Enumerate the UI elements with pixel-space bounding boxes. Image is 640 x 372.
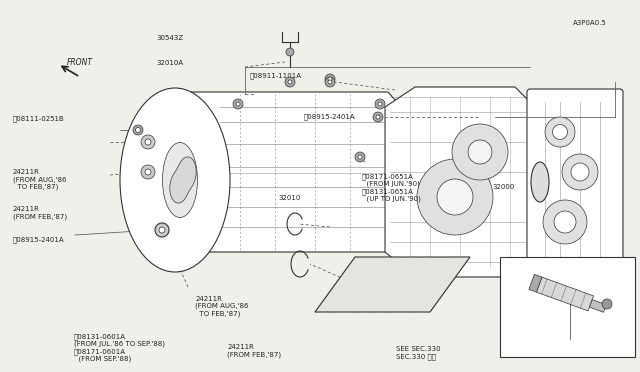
Circle shape (285, 77, 295, 87)
Circle shape (378, 102, 382, 106)
Circle shape (552, 125, 568, 140)
Text: C2118: C2118 (560, 344, 584, 353)
Text: Ⓠ08915-2401A: Ⓠ08915-2401A (304, 113, 356, 120)
Text: Ⓑ08131-0601A
(FROM JUL.'86 TO SEP.'88)
Ⓑ08171-0601A
  (FROM SEP.'88): Ⓑ08131-0601A (FROM JUL.'86 TO SEP.'88) Ⓑ… (74, 333, 164, 362)
Text: Ⓑ08171-0651A
  (FROM JUN.'90)
Ⓑ08131-0651A
  (UP TO JUN.'90): Ⓑ08171-0651A (FROM JUN.'90) Ⓑ08131-0651A… (362, 173, 420, 202)
Text: Ⓠ08915-2401A: Ⓠ08915-2401A (13, 236, 65, 243)
Circle shape (602, 299, 612, 309)
Text: FRONT: FRONT (67, 58, 93, 67)
Polygon shape (175, 92, 398, 252)
Circle shape (159, 227, 165, 233)
Circle shape (325, 74, 335, 84)
Ellipse shape (531, 162, 549, 202)
Circle shape (155, 223, 169, 237)
Circle shape (288, 80, 292, 84)
Circle shape (133, 125, 143, 135)
Circle shape (136, 128, 141, 132)
Circle shape (286, 48, 294, 56)
Circle shape (452, 124, 508, 180)
Text: 32010A: 32010A (157, 60, 184, 65)
Text: 24211R
(FROM AUG,'86
  TO FEB,'87): 24211R (FROM AUG,'86 TO FEB,'87) (13, 169, 67, 190)
Polygon shape (589, 300, 606, 312)
Circle shape (328, 80, 332, 84)
Polygon shape (385, 87, 535, 277)
Text: 24211R
(FROM FEB,'87): 24211R (FROM FEB,'87) (227, 344, 282, 357)
Circle shape (141, 135, 155, 149)
Circle shape (571, 163, 589, 181)
Circle shape (376, 115, 380, 119)
Text: 24211R
(FROM FEB,'87): 24211R (FROM FEB,'87) (13, 206, 67, 220)
Circle shape (325, 77, 335, 87)
Circle shape (437, 179, 473, 215)
Ellipse shape (163, 142, 198, 218)
Text: Ⓗ08911-1101A: Ⓗ08911-1101A (250, 73, 301, 79)
Ellipse shape (120, 88, 230, 272)
Text: 24211R
(FROM AUG,'86
  TO FEB,'87): 24211R (FROM AUG,'86 TO FEB,'87) (195, 296, 249, 317)
Text: 30543Z: 30543Z (157, 35, 184, 41)
Text: A3P0A0.5: A3P0A0.5 (573, 20, 607, 26)
Circle shape (145, 139, 151, 145)
Circle shape (358, 155, 362, 159)
Text: SEE SEC.330
SEC.330 参照: SEE SEC.330 SEC.330 参照 (396, 346, 440, 360)
Circle shape (233, 99, 243, 109)
Circle shape (355, 152, 365, 162)
Polygon shape (315, 257, 470, 312)
Circle shape (145, 169, 151, 175)
Circle shape (141, 165, 155, 179)
Circle shape (417, 159, 493, 235)
Bar (500, 257, 635, 357)
Circle shape (545, 117, 575, 147)
FancyBboxPatch shape (527, 89, 623, 275)
Polygon shape (529, 274, 542, 292)
Polygon shape (536, 277, 593, 311)
Text: 32000: 32000 (493, 184, 515, 190)
Circle shape (543, 200, 587, 244)
Circle shape (554, 211, 576, 233)
Circle shape (328, 77, 332, 81)
Polygon shape (170, 157, 196, 203)
Circle shape (562, 154, 598, 190)
Circle shape (236, 102, 240, 106)
Circle shape (373, 112, 383, 122)
Circle shape (375, 99, 385, 109)
Circle shape (468, 140, 492, 164)
Text: ⒲08111-0251B: ⒲08111-0251B (13, 115, 65, 122)
Text: 32010: 32010 (278, 195, 301, 201)
